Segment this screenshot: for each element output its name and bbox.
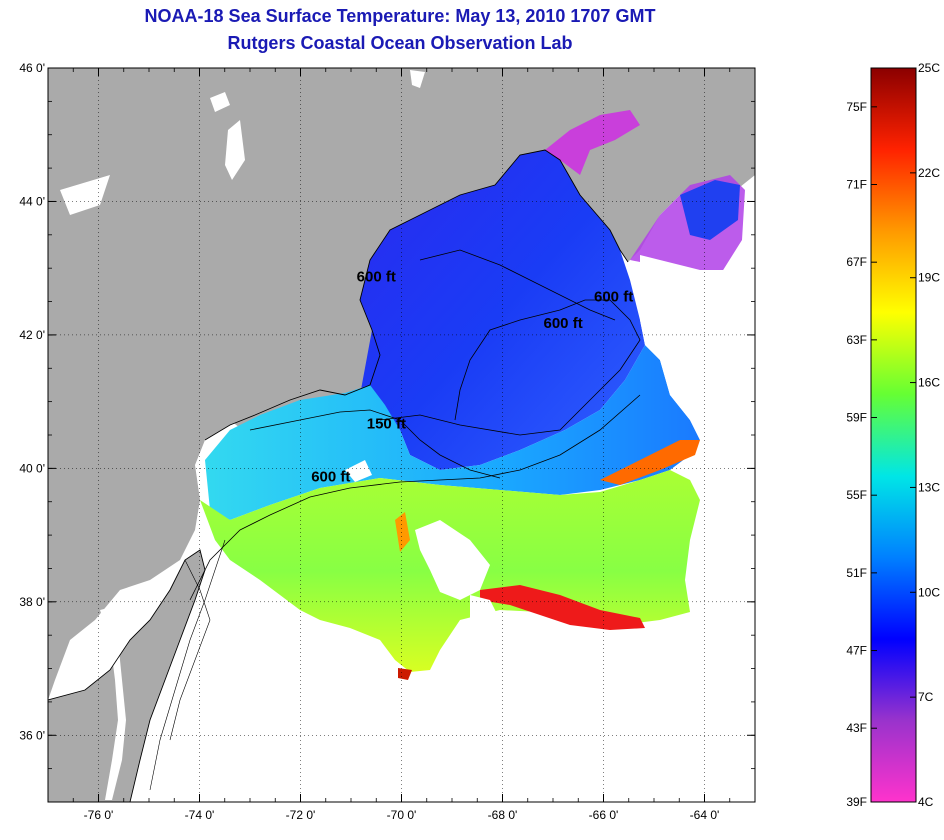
delmarva-land <box>48 550 205 802</box>
colorbar-c-label: 4C <box>918 795 934 809</box>
coastline <box>48 549 206 802</box>
contour-600ft <box>419 249 616 321</box>
lon-tick-label: -70 0' <box>387 808 417 822</box>
lat-tick-label: 42 0' <box>19 328 45 342</box>
cloud-gap <box>470 595 500 635</box>
colorbar-gradient <box>870 67 917 803</box>
contour-labels: 600 ft 600 ft 600 ft 150 ft 600 ft <box>311 269 633 486</box>
cloud-gap <box>640 255 755 470</box>
coastline <box>204 149 629 441</box>
colorbar-c-label: 19C <box>918 271 940 285</box>
lon-tick-label: -68 0' <box>488 808 518 822</box>
colorbar-f-label: 51F <box>846 566 867 580</box>
sst-gulf-stream-warm <box>480 585 645 630</box>
colorbar-c-label: 25C <box>918 61 940 75</box>
colorbar-c-label: 22C <box>918 166 940 180</box>
colorbar-f-label: 43F <box>846 721 867 735</box>
colorbar-f-label: 59F <box>846 411 867 425</box>
contour-600ft <box>189 394 641 601</box>
lake <box>225 120 245 180</box>
lat-tick-label: 44 0' <box>19 194 45 208</box>
colorbar-celsius-scale: 25C 22C 19C 16C 13C 10C 7C 4C <box>910 61 940 809</box>
lake <box>410 70 425 88</box>
sst-warm-eddy <box>395 512 410 552</box>
colorbar-c-label: 7C <box>918 690 934 704</box>
lon-tick-label: -66 0' <box>589 808 619 822</box>
contour-label: 600 ft <box>357 269 396 286</box>
lon-tick-label: -64 0' <box>690 808 720 822</box>
colorbar-f-label: 47F <box>846 644 867 658</box>
lon-tick-label: -76 0' <box>84 808 114 822</box>
contour-600ft <box>379 299 641 436</box>
colorbar-f-label: 75F <box>846 100 867 114</box>
colorbar-c-label: 10C <box>918 585 940 599</box>
lake <box>210 92 230 112</box>
map-subtitle: Rutgers Coastal Ocean Observation Lab <box>227 33 573 53</box>
colorbar-f-label: 67F <box>846 255 867 269</box>
contour-label: 600 ft <box>544 315 583 332</box>
colorbar-f-label: 71F <box>846 178 867 192</box>
map-title: NOAA-18 Sea Surface Temperature: May 13,… <box>144 6 656 26</box>
colorbar-c-label: 13C <box>918 480 940 494</box>
cloud-gap <box>415 520 490 600</box>
lat-tick-label: 36 0' <box>19 728 45 742</box>
contour-shelf <box>149 539 226 791</box>
colorbar-c-label: 16C <box>918 376 940 390</box>
sst-nova-scotia-shelf <box>680 180 740 240</box>
lat-tick-label: 46 0' <box>19 61 45 75</box>
contour-label: 150 ft <box>367 415 406 432</box>
contour-label: 600 ft <box>594 289 633 306</box>
cloud-gap <box>345 460 372 482</box>
lon-tick-label: -72 0' <box>286 808 316 822</box>
lake <box>60 175 110 215</box>
colorbar-f-label: 63F <box>846 333 867 347</box>
axis-ticks: 46 0' 44 0' 42 0' 40 0' 38 0' 36 0' -76 0' -74 … <box>19 61 756 822</box>
colorbar-f-label: 39F <box>846 795 867 809</box>
contour-shelf <box>169 559 211 741</box>
sst-gulf-of-maine <box>360 150 645 470</box>
lon-tick-label: -74 0' <box>185 808 215 822</box>
land-mass <box>48 68 755 700</box>
sst-shelf-water <box>205 345 700 520</box>
contour-label: 600 ft <box>311 469 350 486</box>
colorbar-fahrenheit-scale: 75F 71F 67F 63F 59F 55F 51F 47F 43F 39F <box>846 100 877 809</box>
contour-150ft <box>249 409 501 479</box>
colorbar-f-label: 55F <box>846 488 867 502</box>
sst-gulf-stream-warm <box>600 440 700 485</box>
lat-tick-label: 38 0' <box>19 595 45 609</box>
sst-cold-coastal-water <box>545 110 640 175</box>
lat-tick-label: 40 0' <box>19 461 45 475</box>
